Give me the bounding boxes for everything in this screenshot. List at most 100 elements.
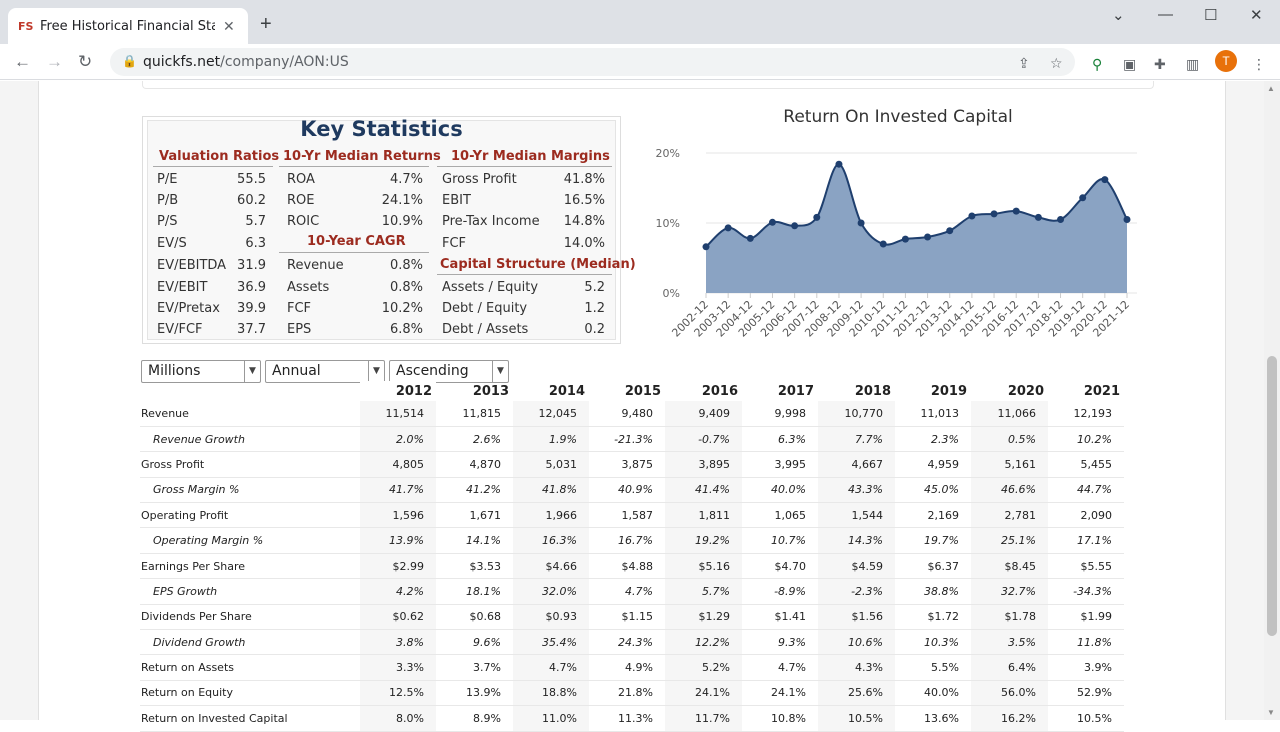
valuation-value: 6.3 <box>245 236 266 251</box>
table-cell: 4.2% <box>360 578 436 605</box>
table-cell: 40.0% <box>742 477 818 504</box>
row-label: Gross Margin % <box>140 477 360 504</box>
returns-label: ROA <box>287 172 315 187</box>
table-cell: 44.7% <box>1048 477 1124 504</box>
units-chevron-down-icon[interactable]: ▼ <box>244 361 260 382</box>
menu-kebab-icon[interactable]: ⋮ <box>1252 56 1266 72</box>
year-header: 2015 <box>624 383 661 399</box>
table-cell: 11,514 <box>360 401 436 427</box>
table-cell: 11,815 <box>436 401 513 427</box>
row-label: Revenue Growth <box>140 426 360 453</box>
table-cell: $1.41 <box>742 604 818 631</box>
address-bar[interactable]: 🔒 quickfs.net/company/AON:US ⇪ ☆ <box>110 48 1075 76</box>
table-cell: 13.6% <box>895 705 971 732</box>
table-cell: 1,544 <box>818 502 895 529</box>
data-point <box>1101 176 1109 184</box>
table-cell: 16.7% <box>589 527 665 554</box>
capital-label: Debt / Assets <box>442 322 529 337</box>
table-cell: 4.7% <box>742 654 818 681</box>
lock-icon[interactable]: 🔒 <box>122 54 137 68</box>
period-chevron-down-icon[interactable]: ▼ <box>368 361 384 382</box>
scroll-down-icon[interactable]: ▼ <box>1267 708 1275 717</box>
tab-search-chevron-icon[interactable]: ⌄ <box>1112 7 1125 24</box>
valuation-label: P/E <box>157 172 178 187</box>
valuation-label: EV/Pretax <box>157 301 220 316</box>
table-cell: 56.0% <box>971 680 1048 707</box>
order-chevron-down-icon[interactable]: ▼ <box>492 361 508 382</box>
row-label: Return on Assets <box>140 654 360 681</box>
valuation-value: 5.7 <box>245 214 266 229</box>
table-cell: $0.93 <box>513 604 589 631</box>
forward-arrow-icon[interactable]: → <box>46 52 63 71</box>
table-cell: 4,870 <box>436 451 513 478</box>
scrollbar-thumb[interactable] <box>1267 356 1277 636</box>
cagr-underline <box>279 252 429 253</box>
row-label: Operating Margin % <box>140 527 360 554</box>
valuation-label: EV/S <box>157 236 187 251</box>
extension-pin-icon[interactable]: ⚲ <box>1092 56 1103 72</box>
returns-value: 10.9% <box>381 214 423 229</box>
tab-title: Free Historical Financial Statemen <box>40 18 215 34</box>
table-cell: 18.1% <box>436 578 513 605</box>
new-tab-plus-icon[interactable]: + <box>260 13 272 35</box>
table-cell: 13.9% <box>360 527 436 554</box>
valuation-label: P/S <box>157 214 178 229</box>
returns-label: ROIC <box>287 214 320 229</box>
cagr-label: FCF <box>287 301 312 316</box>
scroll-up-icon[interactable]: ▲ <box>1267 84 1275 93</box>
table-cell: 14.1% <box>436 527 513 554</box>
side-panel-icon[interactable]: ▥ <box>1186 56 1200 72</box>
row-label: Return on Equity <box>140 680 360 707</box>
tab-close-icon[interactable]: ✕ <box>223 17 235 34</box>
table-cell: 10.8% <box>742 705 818 732</box>
table-cell: $0.68 <box>436 604 513 631</box>
table-cell: 3,995 <box>742 451 818 478</box>
table-cell: 7.7% <box>818 426 895 453</box>
extension-box-icon[interactable]: ▣ <box>1123 56 1137 72</box>
table-cell: 0.5% <box>971 426 1048 453</box>
table-cell: 41.2% <box>436 477 513 504</box>
year-header: 2017 <box>777 383 814 399</box>
capital-structure-header: Capital Structure (Median) <box>440 257 636 272</box>
valuation-label: P/B <box>157 193 179 208</box>
margins-value: 41.8% <box>563 172 605 187</box>
table-cell: 9,998 <box>742 401 818 427</box>
capital-value: 1.2 <box>584 301 605 316</box>
table-cell: 13.9% <box>436 680 513 707</box>
profile-avatar[interactable]: T <box>1215 50 1237 72</box>
table-cell: 4,805 <box>360 451 436 478</box>
order-select-value: Ascending <box>396 363 469 379</box>
table-cell: 46.6% <box>971 477 1048 504</box>
units-select[interactable]: Millions ▼ <box>141 360 261 383</box>
maximize-icon[interactable]: ☐ <box>1204 7 1218 24</box>
table-cell: $5.16 <box>665 553 742 580</box>
data-point <box>1079 194 1087 202</box>
table-cell: 11,066 <box>971 401 1048 427</box>
reload-icon[interactable]: ↻ <box>78 52 93 71</box>
key-statistics-title: Key Statistics <box>300 117 463 141</box>
browser-tab[interactable]: FS Free Historical Financial Statemen ✕ <box>8 8 248 44</box>
url-text[interactable]: quickfs.net/company/AON:US <box>143 54 349 70</box>
cagr-label: EPS <box>287 322 312 337</box>
table-cell: 3.7% <box>436 654 513 681</box>
order-select[interactable]: Ascending ▼ <box>389 360 509 383</box>
table-cell: 19.2% <box>665 527 742 554</box>
table-cell: $4.66 <box>513 553 589 580</box>
period-select[interactable]: Annual ▼ <box>265 360 385 383</box>
bookmark-star-icon[interactable]: ☆ <box>1050 55 1063 71</box>
table-cell: -34.3% <box>1048 578 1124 605</box>
row-label: Operating Profit <box>140 502 360 529</box>
close-window-icon[interactable]: ✕ <box>1250 7 1263 24</box>
table-cell: 3.8% <box>360 629 436 656</box>
back-arrow-icon[interactable]: ← <box>14 52 31 71</box>
capital-value: 5.2 <box>584 280 605 295</box>
table-cell: 3.3% <box>360 654 436 681</box>
table-cell: $4.59 <box>818 553 895 580</box>
table-cell: 12.2% <box>665 629 742 656</box>
data-point <box>768 218 776 226</box>
share-icon[interactable]: ⇪ <box>1018 55 1030 71</box>
table-cell: 1.9% <box>513 426 589 453</box>
data-point <box>702 243 710 251</box>
extensions-puzzle-icon[interactable]: ✚ <box>1154 56 1166 72</box>
minimize-icon[interactable]: — <box>1158 6 1173 23</box>
